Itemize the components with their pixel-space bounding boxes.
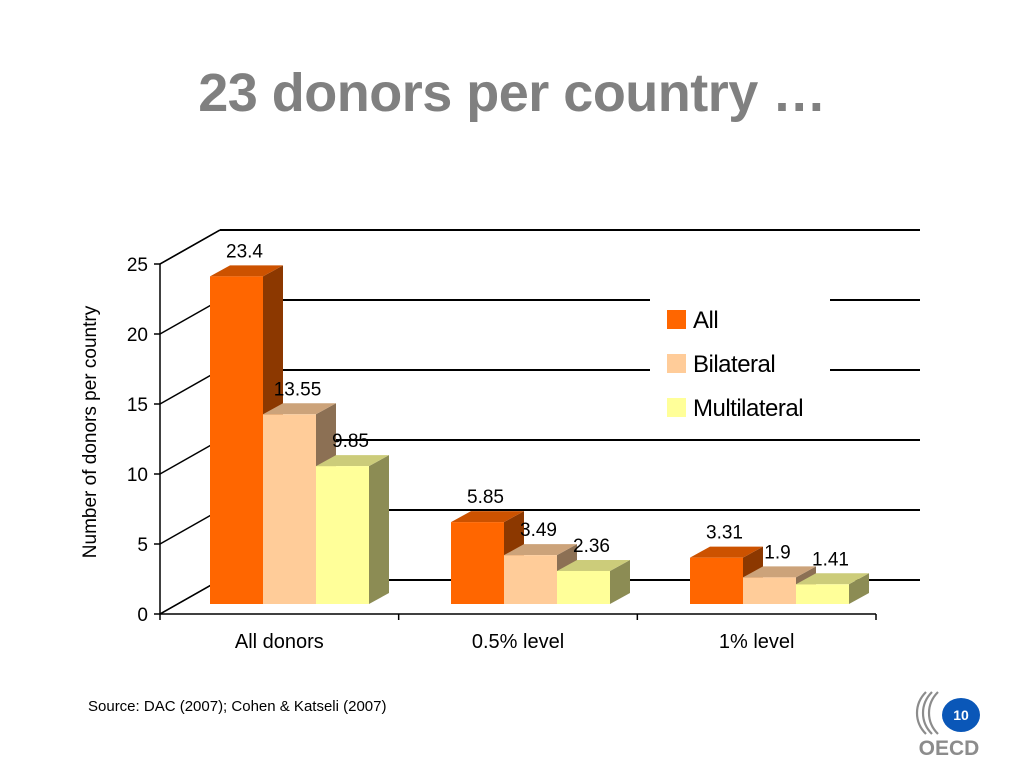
oecd-logo: OECD xyxy=(915,691,980,760)
data-label: 2.36 xyxy=(573,536,610,557)
chart-axes: 0 5 10 15 20 25 All donors 0.5% level 1% level xyxy=(127,255,877,653)
y-tick-label: 15 xyxy=(127,395,148,416)
source-note: Source: DAC (2007); Cohen & Katseli (200… xyxy=(88,698,387,715)
data-label: 23.4 xyxy=(226,241,263,262)
legend-label: Bilateral xyxy=(693,351,775,378)
bar-top xyxy=(316,455,389,467)
bar-top xyxy=(557,559,630,571)
x-tick-label: All donors xyxy=(235,631,324,653)
bar xyxy=(690,557,743,604)
x-tick-label: 0.5% level xyxy=(472,631,564,653)
chart-data-labels: 23.4 5.85 3.31 13.55 3.49 1.9 9.85 2.36 1.41 xyxy=(226,241,849,570)
y-tick-label: 0 xyxy=(137,605,148,626)
gridline-diagonal xyxy=(159,229,221,265)
bar-chart: 0 5 10 15 20 25 All donors 0.5% level 1% level 2… xyxy=(80,229,920,653)
data-label: 13.55 xyxy=(274,379,322,400)
bar-top xyxy=(210,265,283,277)
bar-side xyxy=(610,559,630,604)
y-tick-label: 20 xyxy=(127,325,148,346)
bar-top xyxy=(504,544,577,556)
chart-bars xyxy=(210,265,869,604)
bar-top xyxy=(690,546,763,558)
bar xyxy=(557,570,610,604)
bar-top xyxy=(796,573,869,585)
bar xyxy=(451,522,504,604)
x-tick-label: 1% level xyxy=(719,631,795,653)
data-label: 5.85 xyxy=(467,487,504,508)
bar xyxy=(263,414,316,604)
data-label: 3.49 xyxy=(520,520,557,541)
bar-side xyxy=(849,573,869,604)
bar xyxy=(796,584,849,604)
y-tick-label: 10 xyxy=(127,465,148,486)
y-tick-label: 5 xyxy=(137,535,148,556)
y-tick-label: 25 xyxy=(127,255,148,276)
data-label: 9.85 xyxy=(332,431,369,452)
bar xyxy=(210,276,263,604)
bar-top xyxy=(263,403,336,415)
bar xyxy=(743,577,796,604)
slide-title: 23 donors per country … xyxy=(198,63,826,123)
data-label: 1.41 xyxy=(812,549,849,570)
chart-legend: All Bilateral Multilateral xyxy=(650,296,830,426)
y-axis-title: Number of donors per country xyxy=(80,305,101,558)
data-label: 3.31 xyxy=(706,523,743,544)
data-label: 1.9 xyxy=(764,542,790,563)
bar-top xyxy=(451,511,524,523)
page-number-badge: 10 xyxy=(942,698,980,732)
bar-top xyxy=(743,566,816,578)
bar xyxy=(504,555,557,604)
bar xyxy=(316,466,369,604)
bar-side xyxy=(369,455,389,604)
legend-swatch xyxy=(667,354,686,373)
legend-label: All xyxy=(693,307,718,334)
legend-swatch xyxy=(667,310,686,329)
legend-swatch xyxy=(667,398,686,417)
legend-label: Multilateral xyxy=(693,395,803,422)
logo-text: OECD xyxy=(919,737,980,760)
